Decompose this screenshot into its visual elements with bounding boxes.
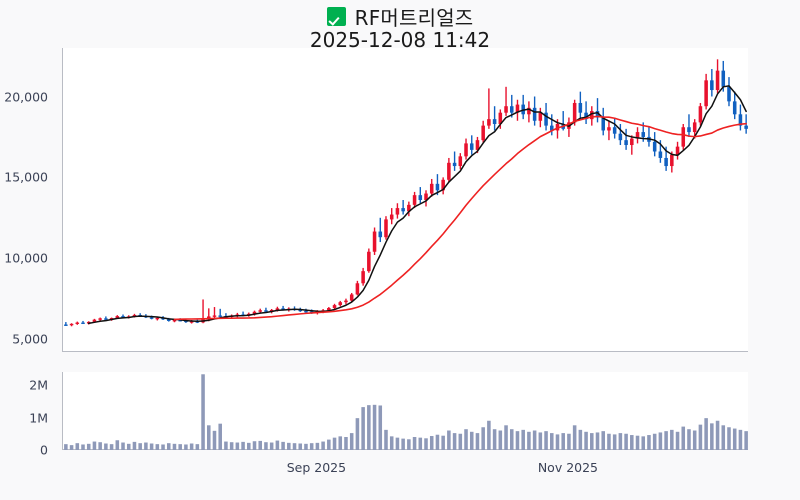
x-axis-tick: Sep 2025 (286, 460, 347, 475)
volume-chart-svg (64, 374, 748, 450)
volume-y-tick: 0 (40, 442, 48, 458)
volume-y-tick: 2M (29, 377, 48, 393)
green-check-icon (326, 7, 346, 26)
volume-chart-panel[interactable] (62, 372, 748, 450)
price-y-tick: 20,000 (4, 89, 48, 104)
x-axis-tick: Nov 2025 (537, 460, 599, 475)
volume-y-tick: 1M (29, 410, 48, 425)
stock-name: RF머트리얼즈 (354, 6, 474, 30)
x-axis: Sep 2025 Nov 2025 (0, 455, 800, 475)
price-y-tick: 5,000 (12, 331, 48, 347)
price-chart-panel[interactable] (62, 48, 748, 352)
price-chart-svg (64, 59, 748, 327)
volume-y-axis: 0 1M 2M (0, 0, 56, 500)
price-y-tick: 10,000 (4, 250, 48, 266)
price-y-axis: 5,000 10,000 15,000 20,000 (0, 0, 56, 500)
price-y-tick: 15,000 (4, 169, 48, 185)
chart-header: RF머트리얼즈 2025-12-08 11:42 (0, 0, 800, 52)
page-title: RF머트리얼즈 (0, 2, 800, 31)
